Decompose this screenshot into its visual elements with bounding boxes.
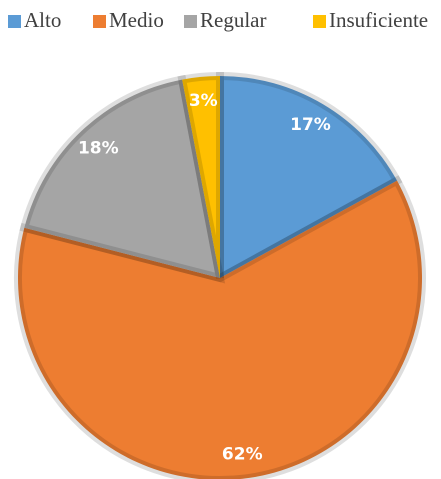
pie-slice-border	[216, 71, 403, 285]
legend-label: Medio	[109, 8, 164, 32]
data-label: 18%	[78, 138, 119, 158]
legend-label: Regular	[200, 8, 266, 32]
legend-swatch	[8, 15, 21, 28]
pie-slice-border	[177, 71, 224, 279]
legend-swatch	[93, 15, 106, 28]
data-label: 62%	[222, 444, 263, 464]
pie: 17% 62% 18% 3%	[14, 71, 426, 479]
pie-slice-border	[14, 175, 426, 479]
legend-label: Alto	[24, 8, 61, 32]
legend: Alto Medio Regular Insuficiente	[8, 8, 428, 32]
pie-slice	[24, 79, 220, 278]
pie-slice	[182, 76, 220, 278]
pie-slice	[220, 76, 398, 278]
pie-slice	[18, 180, 422, 479]
legend-label: Insuficiente	[329, 8, 428, 32]
data-label: 3%	[189, 91, 218, 111]
data-label: 17%	[290, 115, 331, 135]
pie-slice-border	[19, 74, 226, 284]
legend-swatch	[313, 15, 326, 28]
legend-swatch	[184, 15, 197, 28]
